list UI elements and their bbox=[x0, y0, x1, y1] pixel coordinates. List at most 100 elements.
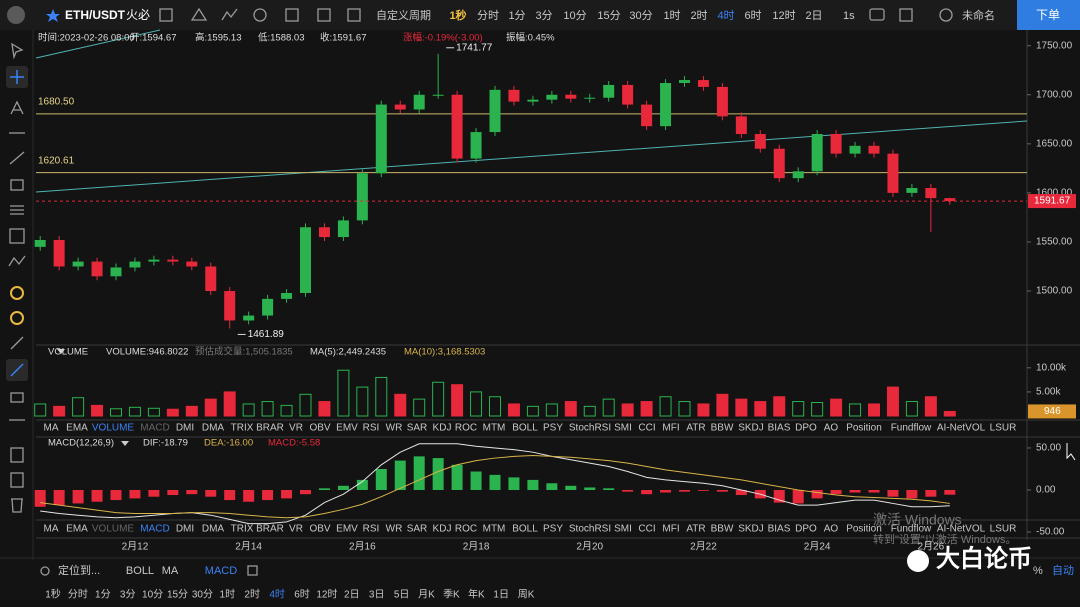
indicator-tab[interactable]: WR bbox=[386, 423, 403, 434]
ruler-tool[interactable] bbox=[10, 336, 24, 350]
indicator-tab[interactable]: ATR bbox=[686, 524, 705, 535]
indicator-tab[interactable]: Fundflow bbox=[891, 423, 932, 434]
text-tool[interactable] bbox=[10, 100, 24, 115]
indicator-tab[interactable]: MFI bbox=[662, 423, 679, 434]
indicator-tab[interactable]: VOLUME bbox=[92, 524, 135, 535]
indicator-tab[interactable]: RSI bbox=[363, 423, 380, 434]
indicator-tab[interactable]: DPO bbox=[795, 524, 817, 535]
interval[interactable]: 1s bbox=[843, 10, 855, 22]
order-button-label[interactable]: 下单 bbox=[1036, 8, 1060, 22]
period-tab[interactable]: 1分 bbox=[508, 9, 525, 22]
draw-icon[interactable] bbox=[190, 7, 208, 21]
indicator-tab[interactable]: DMI bbox=[176, 524, 194, 535]
rect-tool[interactable] bbox=[10, 179, 24, 191]
period-tab[interactable]: 12时 bbox=[772, 9, 795, 22]
fib-tool[interactable] bbox=[10, 205, 24, 215]
bottom-period[interactable]: 30分 bbox=[192, 589, 213, 601]
bottom-period[interactable]: 月K bbox=[418, 589, 435, 601]
indicator-tab[interactable]: DMA bbox=[202, 423, 225, 434]
indicator-tab[interactable]: VR bbox=[289, 524, 303, 535]
period-tab[interactable]: 15分 bbox=[597, 9, 620, 22]
indicator-tab[interactable]: Position bbox=[846, 524, 882, 535]
symbol[interactable]: ETH/USDT bbox=[65, 8, 126, 22]
indicator-tab[interactable]: MTM bbox=[483, 423, 506, 434]
indicator-tab[interactable]: BIAS bbox=[768, 524, 791, 535]
bottom-period[interactable]: 年K bbox=[468, 588, 485, 601]
pen-tool[interactable] bbox=[10, 363, 24, 377]
indicator-tab[interactable]: ATR bbox=[686, 423, 705, 434]
locate[interactable]: 定位到... bbox=[58, 563, 100, 577]
indicator-tab[interactable]: StochRSI bbox=[569, 423, 611, 434]
indicator-tab[interactable]: ROC bbox=[455, 524, 477, 535]
bottom-period[interactable]: 1日 bbox=[493, 590, 509, 601]
indicator-tab[interactable]: LSUR bbox=[990, 423, 1017, 434]
trend-tool[interactable] bbox=[9, 151, 25, 165]
indicator-tab[interactable]: DPO bbox=[795, 423, 817, 434]
indicator-tab[interactable]: AO bbox=[824, 524, 839, 535]
indicator-tab[interactable]: SMI bbox=[614, 524, 632, 535]
bottom-period[interactable]: 5日 bbox=[394, 590, 410, 601]
overlay-tab[interactable]: MA bbox=[162, 565, 179, 577]
bottom-period[interactable]: 季K bbox=[443, 589, 460, 601]
indicator-icon[interactable] bbox=[221, 8, 238, 21]
period-tab[interactable]: 2时 bbox=[690, 9, 707, 22]
dropdown-arrow[interactable] bbox=[57, 349, 65, 354]
logo[interactable] bbox=[7, 6, 25, 24]
indicator-tab[interactable]: TRIX bbox=[231, 423, 254, 434]
custom-period[interactable]: 自定义周期 bbox=[376, 8, 431, 22]
indicator-tab[interactable]: Position bbox=[846, 423, 882, 434]
copy-tool[interactable] bbox=[10, 472, 24, 488]
settings-icon[interactable] bbox=[253, 8, 267, 22]
bottom-period[interactable]: 3分 bbox=[120, 589, 136, 601]
period-tab[interactable]: 分时 bbox=[477, 9, 499, 22]
delete-tool[interactable] bbox=[11, 498, 23, 513]
camera-icon[interactable] bbox=[869, 8, 885, 21]
bottom-period[interactable]: 12时 bbox=[316, 589, 337, 601]
indicator-tab[interactable]: DMI bbox=[176, 423, 194, 434]
overlay-tab[interactable]: MACD bbox=[205, 565, 237, 577]
indicator-tab[interactable]: OBV bbox=[309, 524, 330, 535]
indicator-tab[interactable]: TRIX bbox=[231, 524, 254, 535]
bottom-period[interactable]: 2时 bbox=[244, 589, 260, 601]
indicator-tab[interactable]: RSI bbox=[363, 524, 380, 535]
magnet-strong-tool[interactable] bbox=[10, 311, 24, 325]
indicator-tab[interactable]: MFI bbox=[662, 524, 679, 535]
indicator-tab[interactable]: BBW bbox=[711, 524, 734, 535]
indicator-tab[interactable]: AI-NetVOL bbox=[937, 423, 986, 434]
indicator-tab[interactable]: BIAS bbox=[768, 423, 791, 434]
exchange[interactable]: 火必 bbox=[126, 8, 150, 22]
indicator-tab[interactable]: MTM bbox=[483, 524, 506, 535]
template-icon[interactable] bbox=[317, 8, 331, 22]
indicator-tab[interactable]: SKDJ bbox=[738, 524, 764, 535]
indicator-tab[interactable]: MA bbox=[44, 423, 59, 434]
bottom-period[interactable]: 分时 bbox=[68, 589, 88, 601]
indicator-tab[interactable]: CCI bbox=[638, 423, 655, 434]
indicator-tab[interactable]: PSY bbox=[543, 423, 563, 434]
bottom-period[interactable]: 1分 bbox=[95, 589, 111, 601]
indicator-tab[interactable]: MACD bbox=[140, 423, 169, 434]
indicator-tab[interactable]: BRAR bbox=[256, 423, 284, 434]
period-tab[interactable]: 2日 bbox=[805, 10, 822, 22]
indicator-tab[interactable]: SAR bbox=[407, 423, 428, 434]
grid-tool[interactable] bbox=[9, 228, 25, 244]
bottom-period[interactable]: 周K bbox=[518, 589, 535, 601]
bottom-period[interactable]: 15分 bbox=[167, 589, 188, 601]
indicator-tab[interactable]: MA bbox=[44, 524, 59, 535]
dropdown-arrow[interactable] bbox=[121, 441, 129, 446]
indicator-tab[interactable]: KDJ bbox=[433, 524, 452, 535]
period-tab[interactable]: 1时 bbox=[663, 9, 680, 22]
indicator-tab[interactable]: WR bbox=[386, 524, 403, 535]
bottom-period[interactable]: 2日 bbox=[344, 590, 360, 601]
indicator-tab[interactable]: BRAR bbox=[256, 524, 284, 535]
indicator-tab[interactable]: OBV bbox=[309, 423, 330, 434]
magnet-tool[interactable] bbox=[10, 286, 24, 300]
indicator-tab[interactable]: DMA bbox=[202, 524, 225, 535]
list-tool[interactable] bbox=[10, 447, 24, 463]
snapshot-icon[interactable] bbox=[347, 8, 361, 22]
favorite-star[interactable] bbox=[46, 9, 60, 22]
indicator-tab[interactable]: EMV bbox=[336, 524, 358, 535]
period-tab[interactable]: 10分 bbox=[563, 9, 586, 22]
indicator-tab[interactable]: VOLUME bbox=[92, 423, 135, 434]
indicator-tab[interactable]: ROC bbox=[455, 423, 477, 434]
indicator-tab[interactable]: VR bbox=[289, 423, 303, 434]
